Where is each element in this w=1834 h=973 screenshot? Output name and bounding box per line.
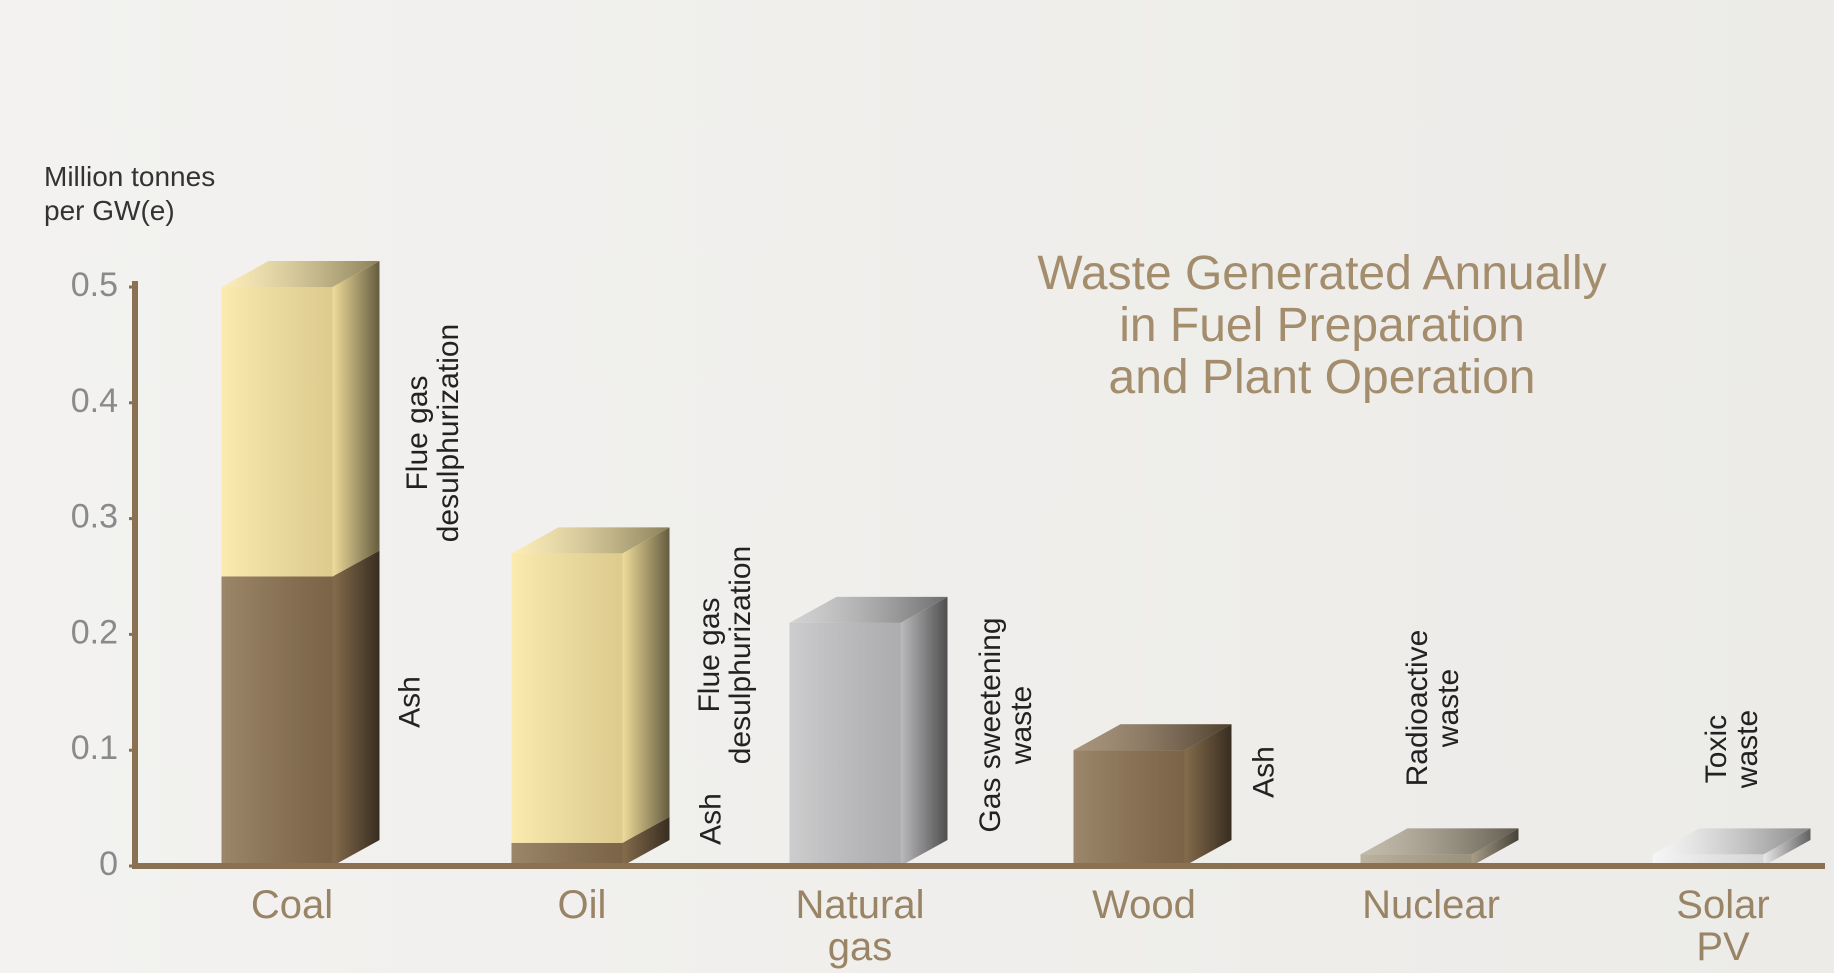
x-tick-label: Oil [557, 883, 607, 927]
bar-front-shade [1073, 750, 1185, 866]
bar-side-shade [900, 596, 948, 866]
segment-label: Flue gas desulphurization [401, 323, 465, 543]
bar-side-shade [622, 527, 670, 843]
title-line: in Fuel Preparation [1119, 299, 1525, 352]
y-tick-label: 0.2 [71, 613, 118, 651]
segment-label: Ash [1247, 746, 1281, 798]
segment-label: Radioactive waste [1401, 629, 1465, 787]
bar-front-shade [511, 553, 623, 843]
bar-top-shade [1652, 828, 1811, 855]
segment-label: Gas sweetening waste [974, 617, 1038, 833]
segment-label: Ash [694, 793, 728, 845]
bar-front-shade [511, 842, 623, 866]
bar-side-shade [332, 261, 380, 577]
x-tick-label: Solar PV [1676, 883, 1770, 969]
x-tick-label: Wood [1092, 883, 1196, 927]
bar-side-shade [1763, 828, 1811, 866]
segment-label: Toxic waste [1700, 709, 1764, 789]
bar-top-shade [789, 596, 948, 623]
segment-label: Ash [393, 676, 427, 728]
chart-title: Waste Generated Annually in Fuel Prepara… [1037, 248, 1606, 404]
bar-front-shade [789, 622, 901, 866]
bar-side-shade [1184, 724, 1232, 866]
bar-front-shade [221, 287, 333, 577]
y-tick-label: 0.4 [71, 382, 118, 420]
bar-top-shade [221, 261, 380, 287]
bar-front-shade [1652, 854, 1764, 866]
bar-front-shade [1360, 854, 1472, 866]
bar-front-shade [221, 576, 333, 866]
title-line: and Plant Operation [1108, 351, 1536, 404]
y-tick-label: 0.3 [71, 498, 118, 536]
bar-top-shade [511, 527, 670, 554]
x-tick-label: Nuclear [1362, 883, 1500, 927]
bar-side-shade [622, 816, 670, 866]
bar-top-shade [1360, 828, 1519, 855]
bar-side-shade [1471, 828, 1519, 866]
y-axis-label-line: Million tonnes [44, 161, 216, 192]
y-axis-label-line: per GW(e) [44, 195, 175, 226]
bar-top-shade [1073, 724, 1232, 751]
segment-label: Flue gas desulphurization [693, 545, 757, 765]
y-tick-label: 0 [99, 845, 118, 883]
y-tick-label: 0.1 [71, 729, 118, 767]
x-tick-label: Natural gas [795, 883, 925, 969]
title-line: Waste Generated Annually [1037, 247, 1607, 300]
bar-side-shade [332, 550, 380, 866]
y-axis-label: Million tonnes per GW(e) [44, 160, 215, 228]
x-tick-label: Coal [250, 883, 334, 927]
y-tick-label: 0.5 [71, 266, 118, 304]
